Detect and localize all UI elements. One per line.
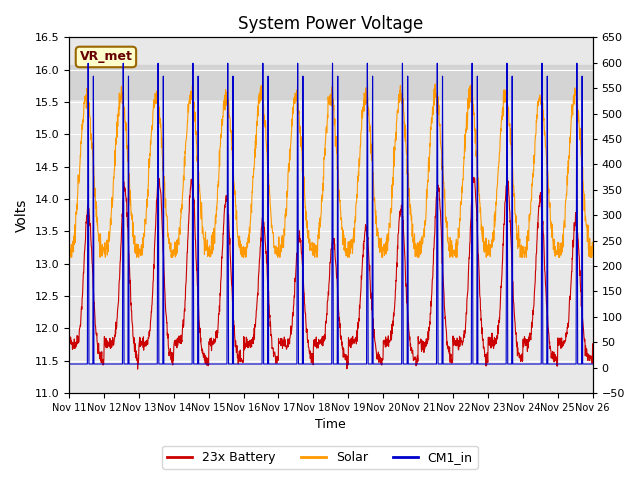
Y-axis label: Volts: Volts (15, 199, 29, 232)
Text: VR_met: VR_met (79, 50, 132, 63)
Title: System Power Voltage: System Power Voltage (238, 15, 424, 33)
Legend: 23x Battery, Solar, CM1_in: 23x Battery, Solar, CM1_in (163, 446, 477, 469)
X-axis label: Time: Time (316, 419, 346, 432)
Bar (69, 64, 593, 99)
